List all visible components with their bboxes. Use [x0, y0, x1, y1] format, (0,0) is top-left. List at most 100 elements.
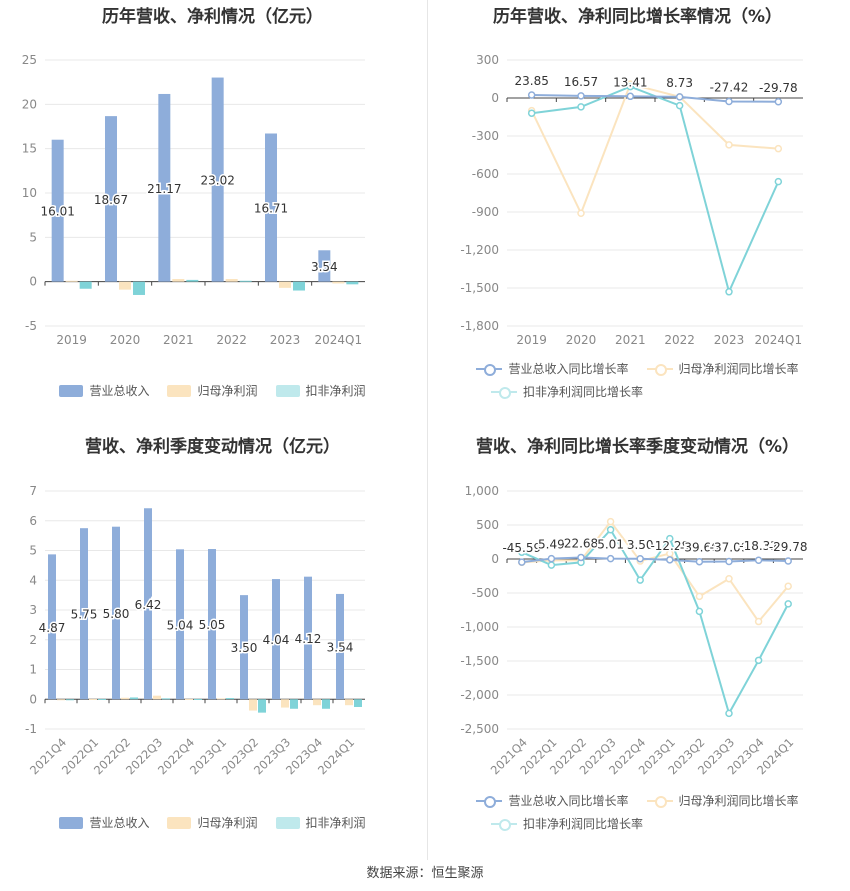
legend-item-revenue[interactable]: 营业总收入 [59, 382, 149, 399]
series-point [606, 554, 615, 563]
series-point [675, 101, 684, 110]
series-point [784, 582, 792, 590]
line-data-label: 8.73 [666, 76, 693, 90]
legend-label: 归母净利润同比增长率 [678, 362, 799, 376]
series-point [725, 709, 733, 718]
series-line [530, 82, 779, 216]
series-point [606, 517, 615, 526]
y-tick-label: -5 [25, 319, 37, 333]
legend-swatch [275, 816, 300, 829]
y-tick-label: 0 [29, 275, 37, 289]
x-tick-label: 2019 [56, 333, 87, 347]
bar-net-profit [119, 281, 131, 290]
bar-deducted-profit [98, 698, 106, 700]
bar-net-profit [65, 280, 78, 282]
legend-item-net-profit-growth[interactable]: 归母净利润同比增长率 [646, 792, 799, 809]
series-point [695, 607, 704, 616]
chart-legend: 营业总收入 归母净利润 扣非净利润 [0, 382, 425, 405]
bar-deducted-profit [258, 699, 266, 713]
bar-deducted-profit [322, 699, 330, 709]
x-tick-label: 2021 [615, 333, 646, 347]
bar-data-label: 16.71 [254, 202, 288, 216]
legend-label: 归母净利润 [197, 816, 258, 830]
quarterly-bar-chart: -1012345672021Q42022Q12022Q22022Q32022Q4… [25, 484, 365, 777]
bar-net-profit [89, 698, 97, 700]
y-tick-label: 25 [22, 53, 37, 67]
bar-data-label: 3.50 [231, 641, 258, 655]
series-point [774, 98, 783, 106]
x-tick-label: 2024Q1 [315, 333, 363, 347]
y-tick-label: -2,000 [460, 688, 499, 702]
legend-item-deducted-growth[interactable]: 扣非净利润同比增长率 [491, 383, 643, 400]
bar-net-profit [225, 279, 238, 282]
series-point [784, 557, 792, 565]
y-tick-label: 0 [29, 692, 37, 706]
y-tick-label: 7 [29, 484, 37, 498]
line-data-label: 23.85 [514, 74, 548, 88]
chart-title: 历年营收、净利情况（亿元） [102, 7, 323, 27]
bar-data-label: 5.04 [167, 618, 194, 632]
series-point [636, 555, 644, 563]
bar-revenue [208, 549, 216, 700]
bar-deducted-profit [186, 279, 199, 282]
legend-item-deducted-profit[interactable]: 扣非净利润 [275, 382, 366, 399]
chart-legend: 营业总收入 归母净利润 扣非净利润 [0, 814, 425, 837]
series-point [527, 91, 536, 99]
y-tick-label: 4 [29, 573, 37, 587]
line-data-label: -27.42 [710, 80, 749, 94]
y-tick-label: 1,000 [465, 484, 499, 498]
legend-item-revenue-growth[interactable]: 营业总收入同比增长率 [476, 792, 629, 809]
bar-deducted-profit [239, 280, 252, 282]
series-point [784, 600, 792, 608]
y-tick-label: 5 [29, 544, 37, 558]
series-point [774, 144, 783, 153]
bar-net-profit [185, 698, 193, 700]
series-point [636, 576, 644, 584]
chart-legend: 营业总收入同比增长率 归母净利润同比增长率 扣非净利润同比增长率 [425, 360, 850, 406]
series-point [675, 93, 684, 101]
bar-deducted-profit [133, 281, 145, 295]
legend-item-revenue-growth[interactable]: 营业总收入同比增长率 [476, 360, 629, 377]
line-data-label: -29.78 [769, 540, 808, 554]
legend-swatch [491, 818, 517, 831]
legend-item-deducted-profit[interactable]: 扣非净利润 [275, 814, 366, 831]
series-line [531, 93, 779, 103]
bar-deducted-profit [346, 281, 359, 285]
bar-revenue [336, 593, 344, 700]
line-data-label: 22.68 [564, 536, 598, 550]
x-tick-label: 2023 [714, 333, 745, 347]
bar-data-label: 16.01 [40, 205, 74, 219]
bar-revenue [48, 554, 56, 700]
bar-net-profit [153, 695, 161, 700]
series-point [527, 109, 536, 117]
bar-revenue [105, 116, 117, 282]
legend-item-net-profit-growth[interactable]: 归母净利润同比增长率 [646, 360, 799, 377]
bar-revenue [211, 77, 224, 282]
series-point [774, 177, 783, 186]
y-tick-label: -1,500 [460, 281, 499, 295]
legend-swatch [476, 795, 503, 808]
legend-item-net-profit[interactable]: 归母净利润 [167, 814, 258, 831]
bar-revenue [112, 526, 120, 700]
bar-deducted-profit [194, 698, 202, 700]
bar-net-profit [281, 699, 289, 708]
series-point [577, 92, 585, 100]
legend-item-revenue[interactable]: 营业总收入 [59, 814, 149, 831]
legend-item-deducted-growth[interactable]: 扣非净利润同比增长率 [491, 815, 643, 832]
bar-data-label: 3.54 [311, 260, 338, 274]
legend-item-net-profit[interactable]: 归母净利润 [167, 382, 258, 399]
y-tick-label: 5 [29, 230, 37, 244]
bar-net-profit [172, 279, 185, 282]
bar-net-profit [332, 281, 345, 284]
bar-data-label: 3.54 [327, 641, 354, 655]
series-point [695, 557, 704, 566]
series-point [725, 97, 733, 106]
bar-net-profit [121, 697, 129, 700]
line-data-label: 5.49 [538, 538, 565, 552]
bar-deducted-profit [290, 699, 298, 709]
y-tick-label: 10 [22, 186, 37, 200]
series-point [518, 558, 526, 566]
y-tick-label: 20 [22, 97, 37, 111]
series-point [518, 548, 526, 556]
line-data-label: -45.59 [502, 541, 541, 555]
